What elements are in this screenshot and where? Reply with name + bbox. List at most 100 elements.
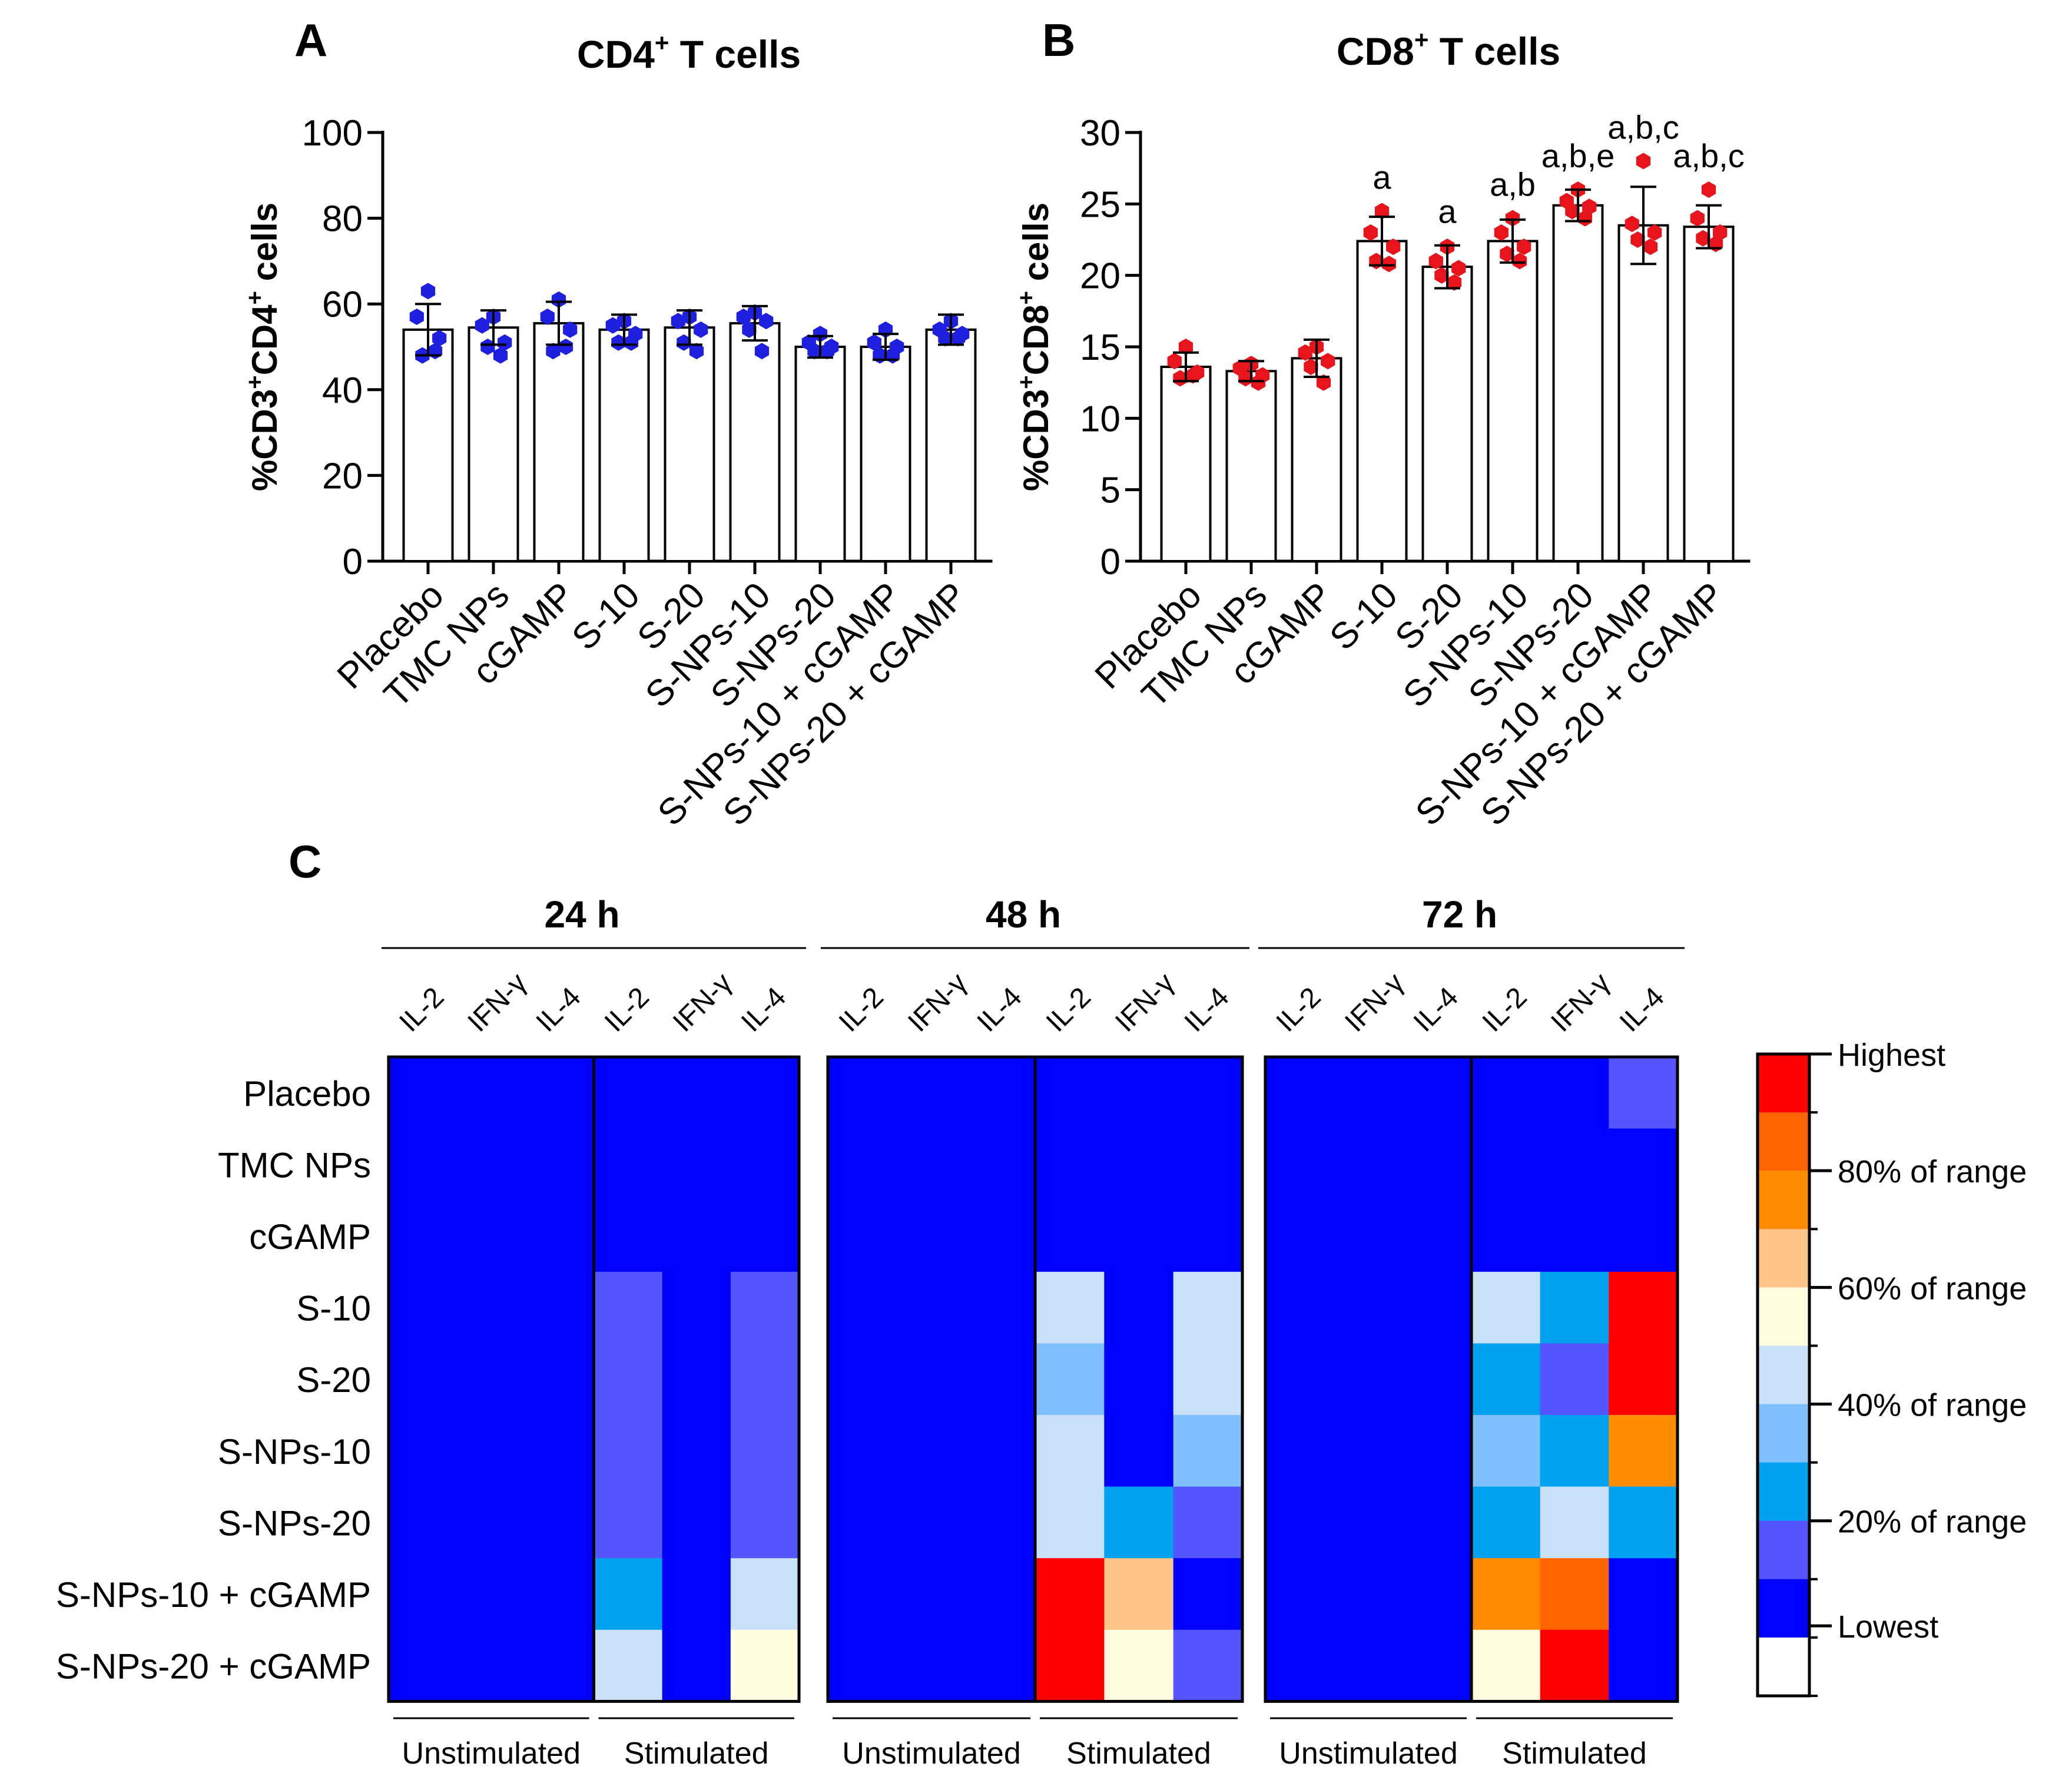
group-label: Stimulated — [1066, 1736, 1211, 1771]
heatmap-cell — [1403, 1343, 1472, 1416]
bar — [925, 328, 977, 562]
group-label: Stimulated — [624, 1736, 769, 1771]
heatmap-cell — [966, 1415, 1036, 1487]
data-point — [938, 330, 953, 347]
heatmap-cell — [897, 1558, 967, 1630]
legend-swatch — [1758, 1579, 1809, 1638]
data-point — [1304, 359, 1318, 375]
heatmap-cell — [828, 1629, 897, 1702]
heatmap-cell — [1173, 1629, 1243, 1702]
heatmap-cell — [1540, 1629, 1609, 1702]
data-point — [1374, 203, 1390, 220]
row-label: cGAMP — [249, 1217, 371, 1257]
data-point — [1238, 370, 1253, 387]
column-label: IFN-γ — [902, 967, 973, 1038]
heatmap-cell — [1173, 1558, 1243, 1630]
heatmap-cell — [662, 1558, 731, 1630]
y-tick-label: 0 — [1100, 542, 1120, 582]
heatmap-cell — [662, 1629, 731, 1702]
bar — [1552, 204, 1604, 562]
heatmap-cell — [1265, 1558, 1335, 1630]
heatmap-cell — [1540, 1057, 1609, 1129]
heatmap-cell — [1334, 1629, 1403, 1702]
y-tick-label: 40 — [322, 370, 363, 411]
heatmap-cell — [1334, 1057, 1403, 1129]
heatmap-cell — [966, 1629, 1036, 1702]
legend-swatch — [1758, 1520, 1809, 1580]
heatmap-cell — [457, 1629, 526, 1702]
heatmap-cell — [525, 1415, 595, 1487]
heatmap-cell — [1173, 1415, 1243, 1487]
heatmap-cell — [1403, 1128, 1472, 1201]
significance-label: a,b,c — [1673, 137, 1744, 174]
group-label: Stimulated — [1502, 1736, 1647, 1771]
heatmap-cell — [594, 1200, 663, 1272]
y-tick-label: 10 — [1080, 399, 1120, 439]
column-label: IFN-γ — [1109, 967, 1180, 1038]
heatmap-cell — [1104, 1486, 1174, 1559]
heatmap-cell — [1173, 1128, 1243, 1201]
heatmap-cell — [1265, 1057, 1335, 1129]
heatmap-cell — [1265, 1343, 1335, 1416]
column-label: IFN-γ — [462, 967, 533, 1038]
y-tick-label: 20 — [1080, 256, 1120, 297]
panel-b-letter: B — [1042, 14, 1075, 66]
heatmap-cell — [966, 1486, 1036, 1559]
bar — [729, 322, 781, 563]
heatmap-cell — [389, 1128, 458, 1201]
data-point — [1434, 267, 1449, 284]
heatmap-cell — [1403, 1200, 1472, 1272]
heatmap-cell — [1609, 1271, 1678, 1344]
heatmap-cell — [594, 1558, 663, 1630]
legend-swatch — [1758, 1287, 1809, 1347]
data-point — [1298, 344, 1312, 361]
heatmap-cell — [389, 1486, 458, 1559]
heatmap-cell — [730, 1486, 800, 1559]
legend-swatch — [1758, 1345, 1809, 1405]
heatmap-cell — [1035, 1057, 1105, 1129]
heatmap-cell — [1471, 1486, 1541, 1559]
heatmap-cell — [1035, 1343, 1105, 1416]
heatmap-cell — [1609, 1558, 1678, 1630]
y-tick-label: 80 — [322, 199, 363, 240]
bar — [1291, 357, 1342, 562]
heatmap-cell — [389, 1057, 458, 1129]
heatmap-cell — [1540, 1558, 1609, 1630]
heatmap-cell — [897, 1486, 967, 1559]
column-label: IFN-γ — [1545, 967, 1616, 1038]
legend-swatch — [1758, 1054, 1809, 1113]
heatmap-cell — [525, 1629, 595, 1702]
data-point — [742, 321, 757, 338]
data-point — [1167, 353, 1182, 370]
data-point — [1630, 231, 1645, 248]
heatmap-cell — [1609, 1629, 1678, 1702]
heatmap-cell — [1609, 1486, 1678, 1559]
heatmap-cell — [457, 1271, 526, 1344]
heatmap-cell — [594, 1057, 663, 1129]
heatmap-cell — [897, 1343, 967, 1416]
heatmap-cell — [828, 1415, 897, 1487]
heatmap-cell — [1609, 1343, 1678, 1416]
heatmap-cell — [730, 1128, 800, 1201]
column-label: IL-4 — [735, 982, 792, 1038]
panel-c-letter: C — [289, 836, 321, 887]
heatmap-c: 24 hIL-2 IFN-γIL-4 IL-2 IFN-γIL-4Unstimulat… — [56, 893, 1685, 1771]
heatmap-cell — [1104, 1271, 1174, 1344]
heatmap-cell — [1540, 1271, 1609, 1344]
y-tick-label: 60 — [322, 284, 363, 325]
heatmap-cell — [1035, 1271, 1105, 1344]
heatmap-cell — [1471, 1271, 1541, 1344]
heatmap-cell — [1403, 1271, 1472, 1344]
significance-label: a — [1438, 193, 1457, 230]
bar — [402, 328, 454, 562]
heatmap-cell — [1471, 1558, 1541, 1630]
data-point — [1577, 210, 1593, 227]
data-point — [432, 330, 447, 347]
panel-b-title: CD8+ T cells — [1337, 26, 1560, 73]
column-label: IL-4 — [1408, 982, 1464, 1038]
data-point — [611, 334, 626, 351]
data-point — [1701, 181, 1716, 198]
column-label: IL-4 — [531, 982, 587, 1038]
heatmap-cell — [1334, 1558, 1403, 1630]
heatmap-cell — [1609, 1128, 1678, 1201]
